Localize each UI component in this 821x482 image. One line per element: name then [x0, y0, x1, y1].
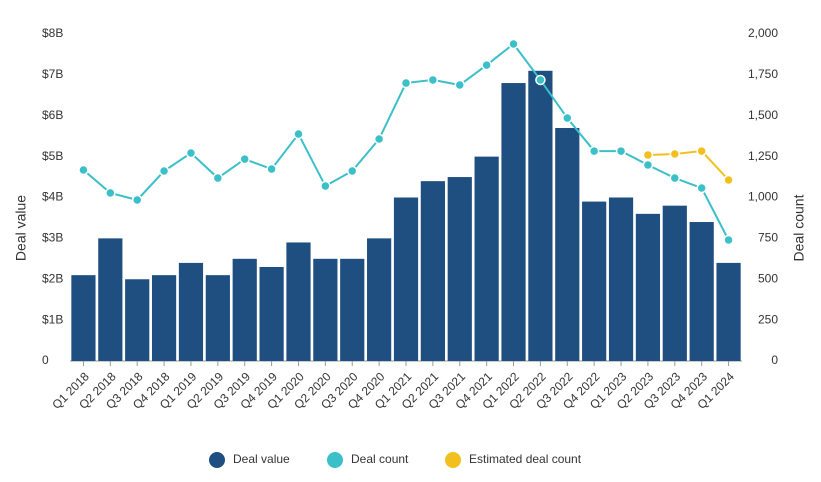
point [239, 153, 250, 165]
bar [501, 83, 526, 362]
y-tick-label: $5B [42, 149, 63, 163]
bar [205, 275, 230, 361]
y-tick-label: $3B [42, 231, 63, 245]
bar [178, 262, 204, 361]
point [266, 163, 277, 175]
line [647, 150, 730, 181]
point [212, 172, 224, 184]
legend-swatch [327, 452, 343, 468]
bar [151, 275, 177, 361]
bar [582, 201, 607, 361]
y2-tick-label: 1,000 [748, 190, 778, 204]
y2-tick-label: 250 [758, 312, 778, 326]
point [669, 148, 681, 160]
y2-tick-label: 1,250 [748, 149, 778, 163]
point [562, 112, 573, 124]
legend-label: Deal value [233, 452, 290, 466]
point [696, 145, 707, 157]
bar [447, 177, 472, 361]
y2-tick-label: 0 [771, 353, 778, 367]
bar [608, 197, 634, 361]
bar [259, 266, 284, 361]
legend-swatch [445, 452, 461, 468]
bar [474, 156, 499, 361]
point [346, 165, 358, 177]
point [723, 234, 734, 246]
y-tick-label: 0 [42, 353, 49, 367]
point [400, 77, 412, 89]
point [696, 182, 707, 194]
point [78, 164, 89, 176]
bar [689, 222, 714, 361]
y-tick-label: $2B [42, 271, 63, 285]
y2-tick-label: 500 [758, 271, 778, 285]
point [642, 159, 654, 171]
bar [313, 258, 338, 361]
point [373, 133, 385, 145]
point [615, 145, 627, 157]
point [642, 149, 654, 161]
legend-swatch [209, 452, 225, 468]
bar [393, 197, 419, 361]
bar [286, 242, 311, 361]
bar [555, 128, 580, 361]
bar [367, 238, 392, 361]
point [185, 147, 197, 159]
bar [528, 70, 553, 361]
y-tick-label: $1B [42, 312, 63, 326]
y-axis-label: Deal value [13, 195, 29, 261]
bar [125, 279, 150, 361]
legend-label: Deal count [351, 452, 409, 466]
bar [340, 258, 365, 361]
point [535, 74, 546, 86]
bar [635, 213, 661, 361]
point [588, 145, 600, 157]
y2-tick-label: 1,750 [748, 67, 778, 81]
bar [98, 238, 123, 361]
bar [232, 258, 257, 361]
point [723, 174, 734, 186]
point [105, 187, 116, 199]
y-tick-label: $7B [42, 67, 63, 81]
bar [662, 205, 687, 361]
y2-tick-label: 2,000 [748, 26, 778, 40]
bar [716, 262, 741, 361]
point [293, 128, 304, 140]
point [320, 180, 331, 192]
point [481, 59, 492, 71]
y2-tick-label: 750 [758, 231, 778, 245]
y-tick-label: $8B [42, 26, 63, 40]
legend-label: Estimated deal count [469, 452, 582, 466]
point [131, 194, 143, 206]
y-tick-label: $6B [42, 108, 63, 122]
point [158, 165, 170, 177]
y-tick-label: $4B [42, 190, 63, 204]
point [508, 38, 519, 50]
y2-axis-label: Deal count [791, 194, 807, 261]
bar [71, 275, 96, 361]
bar [420, 181, 445, 361]
point [454, 79, 466, 91]
point [669, 172, 681, 184]
point [427, 74, 439, 86]
y2-tick-label: 1,500 [748, 108, 778, 122]
